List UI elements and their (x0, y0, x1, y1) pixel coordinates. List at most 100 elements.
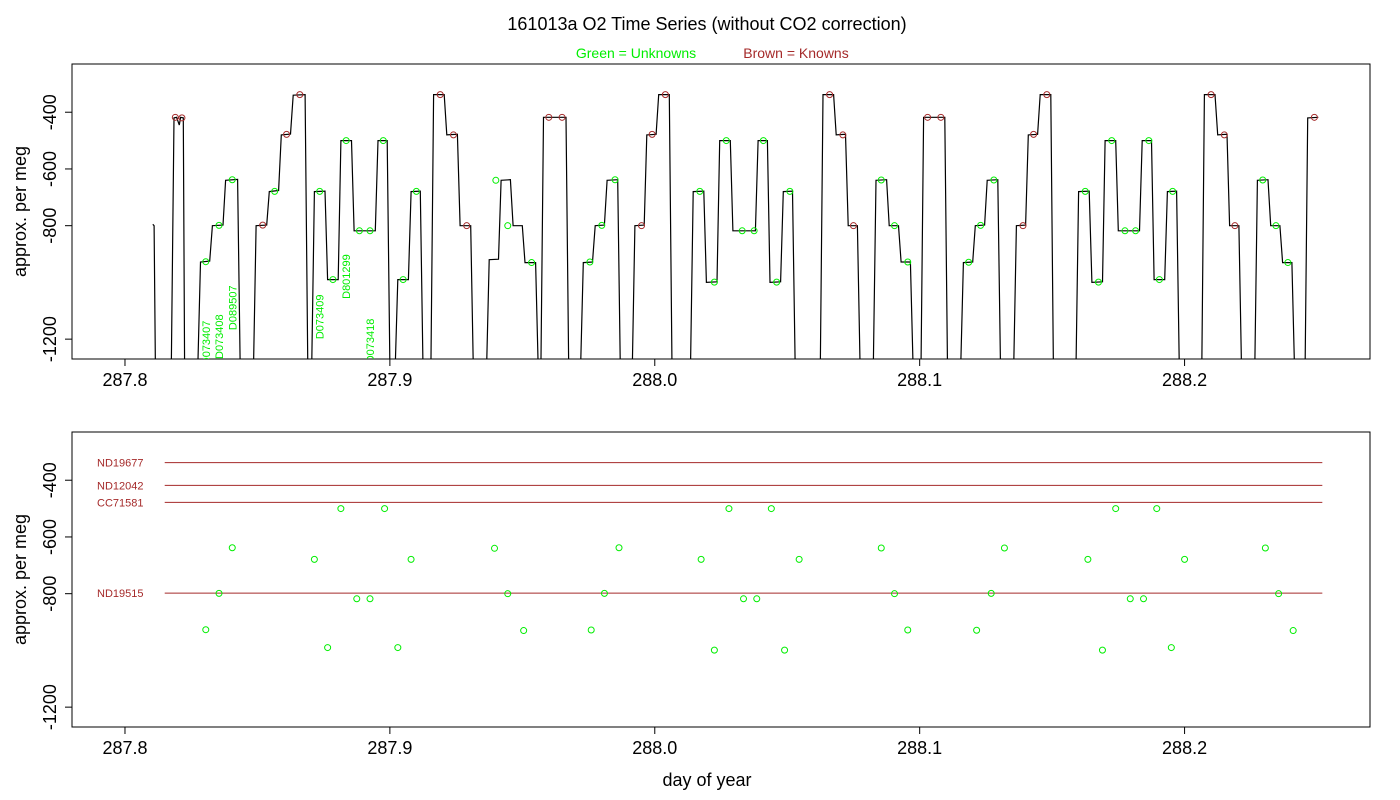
known-point (1030, 130, 1038, 138)
known-point (171, 113, 179, 121)
sample-id-annotation: D073407 (201, 321, 213, 366)
series-line-segment (1013, 94, 1054, 359)
unknown-point (891, 222, 899, 230)
unknown-point (1289, 627, 1297, 635)
reference-line-label: CC71581 (97, 497, 143, 509)
unknown-point (1169, 187, 1177, 195)
unknown-point (977, 221, 985, 229)
sample-id-annotation: D073409 (315, 294, 327, 339)
unknown-point (228, 544, 236, 552)
unknown-point (504, 222, 512, 230)
series-line-segment (872, 179, 914, 359)
top-axes: 287.8 287.9 288.0 288.1 288.2 -400 -600 -800 -12… (10, 94, 1207, 390)
unknown-point (877, 544, 885, 552)
unknown-point (202, 258, 210, 266)
unknown-point (710, 278, 718, 286)
unknown-point (904, 626, 912, 634)
bottom-y-tick-label: -1200 (40, 684, 60, 730)
unknown-point (1000, 544, 1008, 552)
unknown-point (366, 595, 374, 603)
unknown-point (394, 644, 402, 652)
unknown-point (342, 137, 350, 145)
unknown-point (1081, 187, 1089, 195)
unknown-point (1272, 222, 1280, 230)
unknown-point (407, 555, 415, 563)
bottom-x-tick-label: 287.8 (102, 738, 147, 758)
unknown-point (271, 187, 279, 195)
unknown-point (528, 259, 536, 267)
unknown-point (786, 187, 794, 195)
unknown-point (1108, 137, 1116, 145)
unknown-point (329, 276, 337, 284)
series-line-segment (394, 190, 424, 359)
unknown-point (725, 505, 733, 513)
series-line-segment (1075, 140, 1180, 359)
series-line-segment (152, 223, 156, 359)
unknown-point (696, 187, 704, 195)
known-point (924, 113, 932, 121)
known-point (296, 91, 304, 99)
chart-title: 161013a O2 Time Series (without CO2 corr… (507, 14, 906, 34)
unknown-point (1259, 176, 1267, 184)
top-y-tick-label: -600 (40, 151, 60, 187)
bottom-y-tick-label: -400 (40, 462, 60, 498)
unknown-point (1140, 595, 1148, 603)
unknown-point (965, 258, 973, 266)
known-point (449, 131, 457, 139)
sample-id-annotation: D801299 (341, 254, 353, 299)
series-line-segment (253, 93, 309, 359)
known-point (937, 113, 945, 121)
unknown-point (697, 555, 705, 563)
sample-id-annotation: D073418 (365, 319, 377, 364)
unknown-point (1098, 646, 1106, 654)
bottom-x-tick-label: 288.0 (632, 738, 677, 758)
series-line-segment (960, 179, 1001, 359)
unknown-point (215, 589, 223, 597)
unknown-point (215, 221, 223, 229)
unknown-point (492, 176, 500, 184)
known-point (1220, 131, 1228, 139)
series-line-segment (170, 116, 186, 359)
known-point (839, 131, 847, 139)
unknown-point (722, 137, 730, 145)
known-point (178, 114, 186, 122)
unknown-point (973, 626, 981, 634)
unknown-point (1181, 555, 1189, 563)
series-line-segment (580, 179, 621, 359)
unknown-point (753, 595, 761, 603)
sample-id-annotation: D089507 (227, 285, 239, 330)
unknown-point (600, 589, 608, 597)
known-point (1207, 91, 1215, 99)
reference-line-label: ND12042 (97, 480, 143, 492)
known-point (436, 91, 444, 99)
unknown-point (1155, 276, 1163, 284)
known-point (1043, 91, 1051, 99)
bottom-panel-frame (71, 431, 1371, 728)
series-line-segment (819, 94, 861, 359)
unknown-point (1145, 137, 1153, 145)
top-y-tick-label: -800 (40, 208, 60, 244)
unknown-point (773, 278, 781, 286)
bottom-axes: 287.8 287.9 288.0 288.1 288.2 -400 -600 -800 -12… (10, 462, 1207, 758)
unknown-point (366, 227, 374, 235)
unknown-point (1284, 259, 1292, 267)
series-line-segment (311, 140, 391, 359)
unknown-point (611, 176, 619, 184)
unknown-point (990, 176, 998, 184)
x-axis-title: day of year (662, 770, 751, 790)
known-point (558, 113, 566, 121)
top-y-tick-label: -400 (40, 94, 60, 130)
bottom-y-axis-title: approx. per meg (10, 514, 30, 645)
known-point (826, 91, 834, 99)
series-line-segment (1254, 179, 1295, 359)
unknown-point (310, 555, 318, 563)
known-point (638, 222, 646, 230)
unknown-point (781, 646, 789, 654)
reference-line-label: ND19677 (97, 458, 143, 470)
unknown-point (750, 227, 758, 235)
unknown-point (740, 595, 748, 603)
known-point (661, 91, 669, 99)
known-point (1231, 222, 1239, 230)
